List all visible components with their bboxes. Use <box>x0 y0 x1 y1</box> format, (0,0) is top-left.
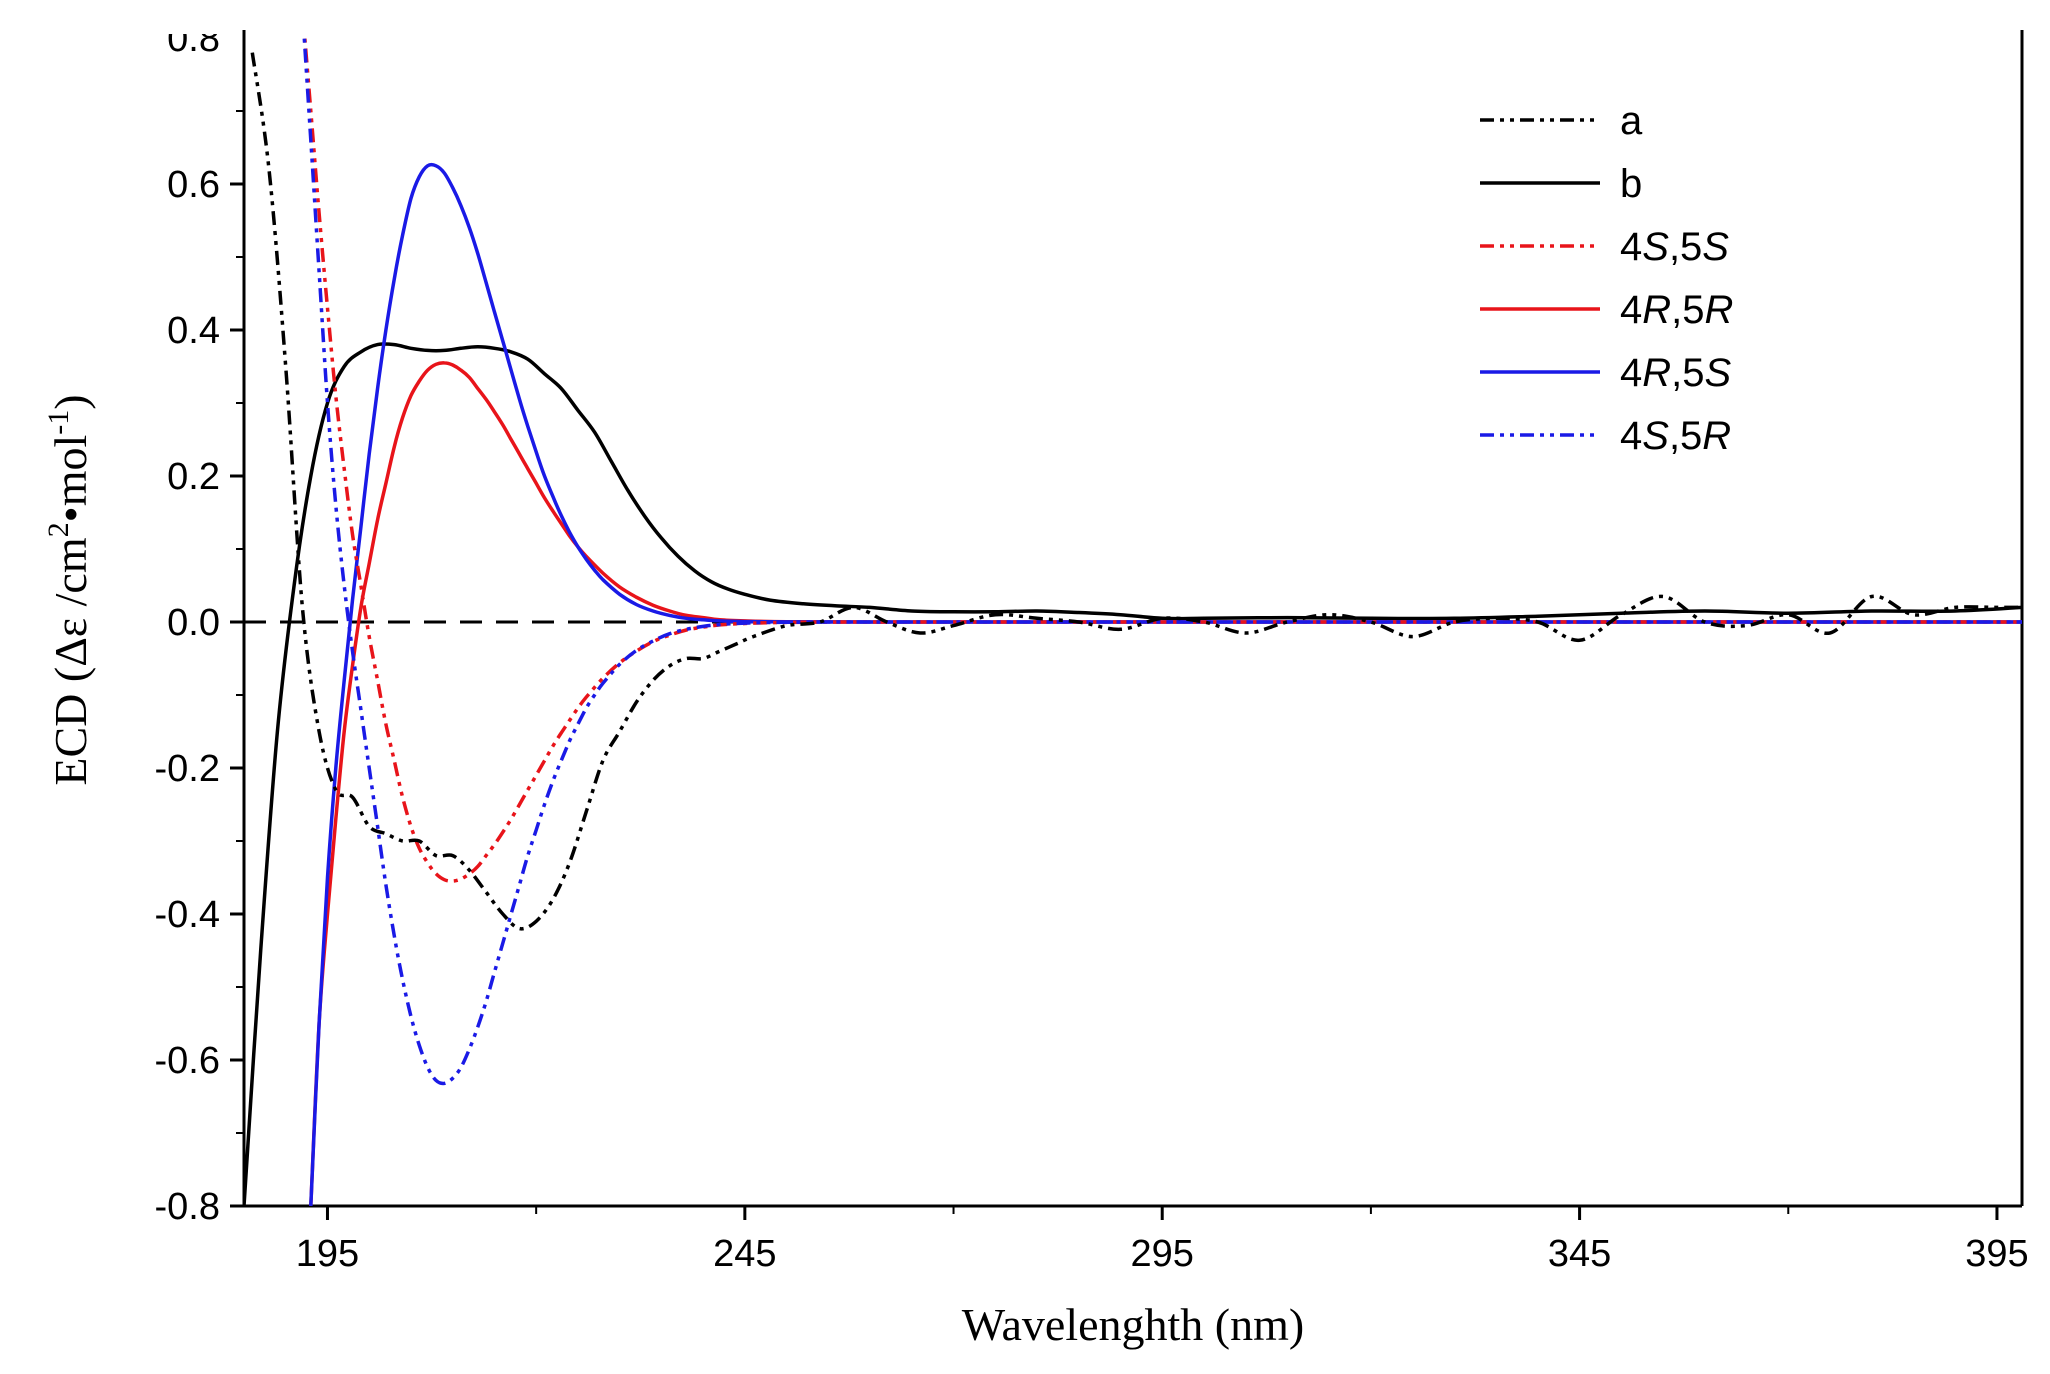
y-tick-label: -0.8 <box>155 1186 220 1228</box>
series-line-4s-5s <box>303 38 2022 883</box>
y-tick-label: 0.2 <box>167 456 220 498</box>
y-tick-label-top: 0.8 <box>167 18 220 60</box>
legend-label-a: a <box>1620 99 1643 143</box>
x-tick-label: 295 <box>1131 1233 1194 1275</box>
series-group <box>244 38 2022 1206</box>
legend-label-4r-5r: 4R,5R <box>1620 288 1733 332</box>
series-line-a <box>250 52 2022 931</box>
x-axis-title: Wavelenghth (nm) <box>962 1299 1304 1350</box>
x-tick-label: 345 <box>1548 1233 1611 1275</box>
legend-label-4s-5s: 4S,5S <box>1620 225 1729 269</box>
y-axis-title-sup1: 2 <box>42 522 75 537</box>
y-axis-title: ECD (Δε /cm2•mol-1) <box>42 394 96 785</box>
y-axis-title-suffix: ) <box>45 394 96 409</box>
legend-label-4s-5r: 4S,5R <box>1620 414 1731 458</box>
x-tick-label: 195 <box>296 1233 359 1275</box>
x-tick-label: 395 <box>1965 1233 2028 1275</box>
y-tick-label: -0.6 <box>155 1040 220 1082</box>
series-line-b <box>244 342 2022 1206</box>
y-axis-title-prefix: ECD (Δε /cm <box>45 537 96 785</box>
legend: ab 4S,5S 4R,5R 4R,5S 4S,5R <box>1480 99 1733 458</box>
legend-label-b: b <box>1620 162 1642 206</box>
y-tick-label: -0.2 <box>155 748 220 790</box>
series-line-4s-5r <box>302 38 2022 1086</box>
x-tick-label: 245 <box>713 1233 776 1275</box>
axes: -0.8 -0.6 -0.4 -0.2 0.0 0.2 0.4 0.6 0.8 195 245 295… <box>155 18 2029 1275</box>
series-line-4r-5s <box>309 162 2022 1206</box>
y-axis-title-mid: •mol <box>45 435 96 523</box>
series-line-4r-5r <box>309 361 2022 1206</box>
y-axis-title-sup2: -1 <box>42 410 75 435</box>
y-tick-label: 0.0 <box>167 602 220 644</box>
legend-label-4r-5s: 4R,5S <box>1620 351 1732 395</box>
y-tick-label: 0.6 <box>167 164 220 206</box>
y-tick-label: -0.4 <box>155 894 220 936</box>
y-tick-label: 0.4 <box>167 310 220 352</box>
